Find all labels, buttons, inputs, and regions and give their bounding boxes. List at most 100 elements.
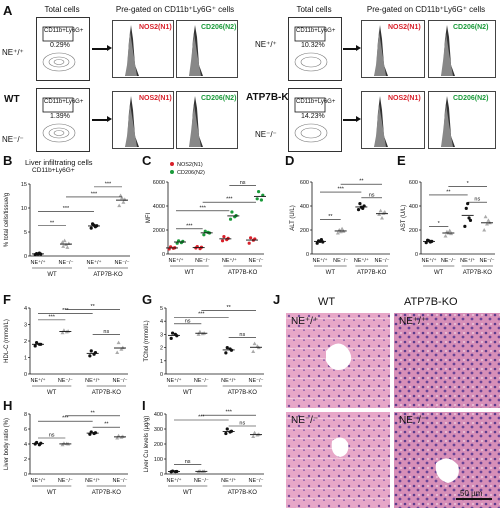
panel-j-letter: J: [273, 292, 281, 307]
y-tick-label-i: 400: [154, 412, 163, 418]
data-point-c: [259, 198, 263, 202]
y-tick-label-e: 200: [409, 228, 418, 234]
data-point-c: [220, 239, 225, 243]
group-label-wt-d: WT: [326, 270, 336, 276]
histology-label-wt-nemm: NE⁻/⁻: [291, 415, 319, 426]
data-point-d: [377, 212, 382, 216]
gate-pct-ko-nemm: 14.23%: [301, 113, 325, 120]
data-point-c: [255, 197, 259, 201]
x-tick-label-e: NE⁻/⁻: [441, 258, 456, 264]
gate-pct-wt-nepp: 0.29%: [50, 42, 70, 49]
group-label-wt-g: WT: [183, 390, 193, 396]
sig-label-d: ns: [369, 192, 375, 198]
data-point-g: [225, 346, 229, 350]
data-point-b: [120, 195, 124, 200]
chart-h: 0 2 4 6 8 Liver body ratio (%) NE⁺/⁺ NE⁻/⁻ NE⁺/⁺…: [4, 410, 128, 496]
y-tick-label-c: 2000: [153, 228, 165, 234]
y-tick-label-b: 0: [24, 254, 27, 260]
data-point-b: [118, 193, 123, 198]
histogram-cd206-wt-nepp: CD206(N2): [176, 20, 238, 78]
data-point-c: [179, 241, 183, 245]
group-label-ko-e: ATP7B-KO: [463, 270, 493, 276]
sig-label-i: ns: [239, 421, 245, 427]
x-tick-label-d: NE⁺/⁺: [313, 257, 328, 264]
sig-label-f: ***: [48, 314, 55, 320]
data-point-c: [257, 190, 261, 194]
sig-label-f: ns: [103, 329, 109, 335]
histology-images: [286, 313, 500, 508]
y-tick-label-h: 0: [24, 472, 27, 478]
row-label-ko-nepp: NE⁺/⁺: [255, 40, 277, 49]
label-cd206-wt-nemm: CD206(N2): [201, 95, 237, 102]
x-tick-label-b: NE⁻/⁻: [59, 260, 74, 266]
panel-b-letter: B: [3, 153, 13, 168]
data-point-c: [247, 241, 251, 245]
data-point-i: [252, 430, 257, 435]
row-label-wt-nemm: NE⁻/⁻: [2, 135, 24, 144]
data-point-e: [443, 234, 448, 238]
histogram-nos2-ko-nepp: NOS2(N1): [361, 20, 425, 78]
data-point-d: [340, 226, 345, 231]
sig-label-h: **: [104, 422, 109, 428]
data-point-h: [116, 433, 121, 438]
sig-label-i: ns: [185, 459, 191, 465]
data-point-e: [464, 206, 468, 210]
y-axis-label-i: Liver Cu levels (µg/g): [144, 416, 150, 473]
data-point-e: [483, 214, 488, 219]
label-nos2-ko-nepp: NOS2(N1): [388, 24, 421, 31]
histology-ko-nepp: [394, 313, 500, 408]
y-tick-label-g: 3: [160, 332, 163, 338]
group-label-ko-i: ATP7B-KO: [228, 490, 258, 496]
y-axis-label-g: TChol (mmol/L): [144, 320, 150, 361]
x-tick-label-f: NE⁺/⁺: [31, 377, 46, 384]
data-point-b: [117, 203, 122, 208]
label-nos2-wt-nemm: NOS2(N1): [139, 95, 172, 102]
x-tick-label-e: NE⁺/⁺: [422, 257, 437, 264]
x-tick-label-c: NE⁺/⁺: [222, 257, 237, 264]
data-point-f: [33, 344, 37, 348]
y-tick-label-h: 4: [24, 442, 27, 448]
hdr-total-cells-wt: Total cells: [44, 5, 80, 14]
x-tick-label-f: NE⁺/⁺: [85, 377, 100, 384]
panel-e-letter: E: [397, 153, 406, 168]
sig-label-c: ns: [240, 180, 246, 186]
x-tick-label-g: NE⁺/⁺: [167, 377, 182, 384]
sig-label-i: ***: [225, 410, 232, 416]
data-point-d: [378, 208, 383, 213]
data-point-d: [338, 229, 343, 234]
label-cd206-ko-nemm: CD206(N2): [453, 95, 489, 102]
hdr-total-cells-ko: Total cells: [296, 5, 332, 14]
sig-label-g: ***: [198, 312, 205, 318]
y-tick-label-b: 15: [21, 182, 27, 188]
histogram-cd206-ko-nemm: CD206(N2): [428, 91, 496, 149]
sig-label-d: ***: [337, 187, 344, 193]
data-point-d: [358, 202, 362, 206]
y-tick-label-g: 1: [160, 359, 163, 365]
chart-g: 0 1 2 3 4 5 TChol (mmol/L) NE⁺/⁺ NE⁻/⁻ NE⁺/⁺ NE⁻/⁻…: [144, 305, 264, 396]
data-point-i: [225, 427, 229, 431]
data-point-b: [65, 245, 70, 249]
data-point-f: [61, 328, 66, 332]
x-tick-label-d: NE⁻/⁻: [375, 258, 390, 264]
sig-label-f: **: [91, 304, 96, 310]
y-tick-label-h: 2: [24, 457, 27, 463]
data-point-e: [486, 218, 491, 222]
panel-g-letter: G: [142, 292, 153, 307]
y-axis-label-c: MFI: [146, 213, 152, 224]
row-label-wt-nepp: NE⁺/⁺: [2, 48, 24, 57]
y-tick-label-g: 2: [160, 346, 163, 352]
legend-label-nos2: NOS2(N1): [177, 162, 203, 168]
data-point-g: [169, 336, 173, 340]
data-point-f: [89, 349, 93, 353]
group-label-ko-f: ATP7B-KO: [92, 390, 122, 396]
x-tick-label-c: NE⁺/⁺: [169, 257, 184, 264]
y-tick-label-b: 10: [21, 206, 27, 212]
label-cd206-ko-nepp: CD206(N2): [453, 24, 489, 31]
y-tick-label-f: 2: [24, 339, 27, 345]
panel-b-title: Liver infiltrating cells: [25, 158, 93, 167]
label-cd206-wt-nepp: CD206(N2): [201, 24, 237, 31]
histogram-cd206-wt-nemm: CD206(N2): [176, 91, 238, 149]
y-tick-label-g: 4: [160, 319, 163, 325]
